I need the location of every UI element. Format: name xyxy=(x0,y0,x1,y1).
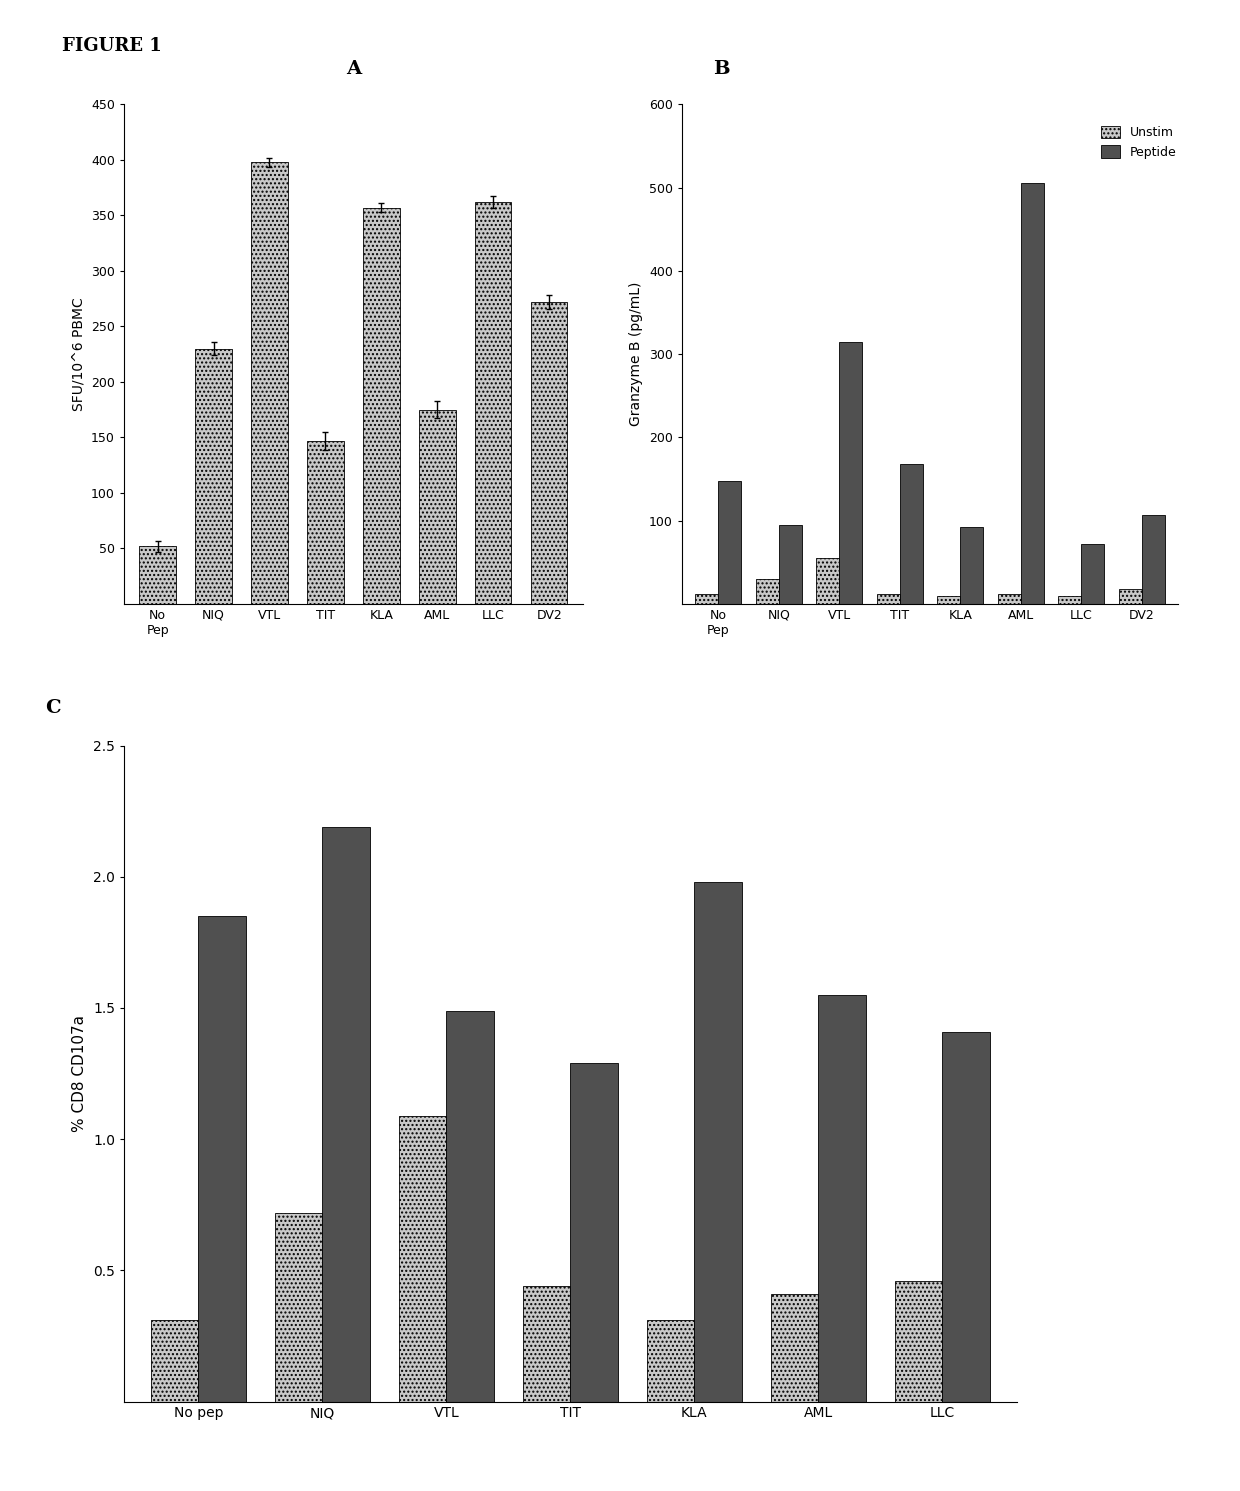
Bar xyxy=(694,883,742,1402)
Bar xyxy=(531,303,568,604)
Bar xyxy=(475,203,511,604)
Bar xyxy=(647,1320,694,1402)
Bar xyxy=(937,595,960,604)
Bar xyxy=(771,1294,818,1402)
Text: B: B xyxy=(713,61,730,79)
Bar xyxy=(718,480,742,604)
Bar xyxy=(1118,589,1142,604)
Text: A: A xyxy=(346,61,361,79)
Bar xyxy=(839,341,862,604)
Bar xyxy=(151,1320,198,1402)
Bar xyxy=(900,464,923,604)
Bar xyxy=(196,349,232,604)
Bar xyxy=(942,1032,990,1402)
Y-axis label: Granzyme B (pg/mL): Granzyme B (pg/mL) xyxy=(630,282,644,426)
Bar xyxy=(696,593,718,604)
Bar xyxy=(570,1063,618,1402)
Y-axis label: % CD8 CD107a: % CD8 CD107a xyxy=(72,1015,87,1132)
Bar xyxy=(523,1287,570,1402)
Bar xyxy=(308,441,343,604)
Bar xyxy=(139,546,176,604)
Bar xyxy=(998,593,1021,604)
Bar xyxy=(419,410,455,604)
Bar xyxy=(446,1011,494,1402)
Bar xyxy=(895,1281,942,1402)
Text: C: C xyxy=(45,699,61,717)
Bar xyxy=(960,528,983,604)
Bar xyxy=(779,525,802,604)
Bar xyxy=(1142,514,1164,604)
Bar xyxy=(1081,544,1104,604)
Bar xyxy=(198,915,246,1402)
Bar xyxy=(756,579,779,604)
Y-axis label: SFU/10^6 PBMC: SFU/10^6 PBMC xyxy=(72,297,86,412)
Bar xyxy=(1058,595,1081,604)
Bar xyxy=(363,207,399,604)
Bar xyxy=(818,994,866,1402)
Legend: Unstim, Peptide: Unstim, Peptide xyxy=(1096,121,1182,164)
Bar xyxy=(252,163,288,604)
Bar xyxy=(816,558,839,604)
Text: FIGURE 1: FIGURE 1 xyxy=(62,37,161,55)
Bar xyxy=(399,1115,446,1402)
Bar xyxy=(1021,183,1044,604)
Bar xyxy=(275,1212,322,1402)
Bar xyxy=(877,593,900,604)
Bar xyxy=(322,828,370,1402)
